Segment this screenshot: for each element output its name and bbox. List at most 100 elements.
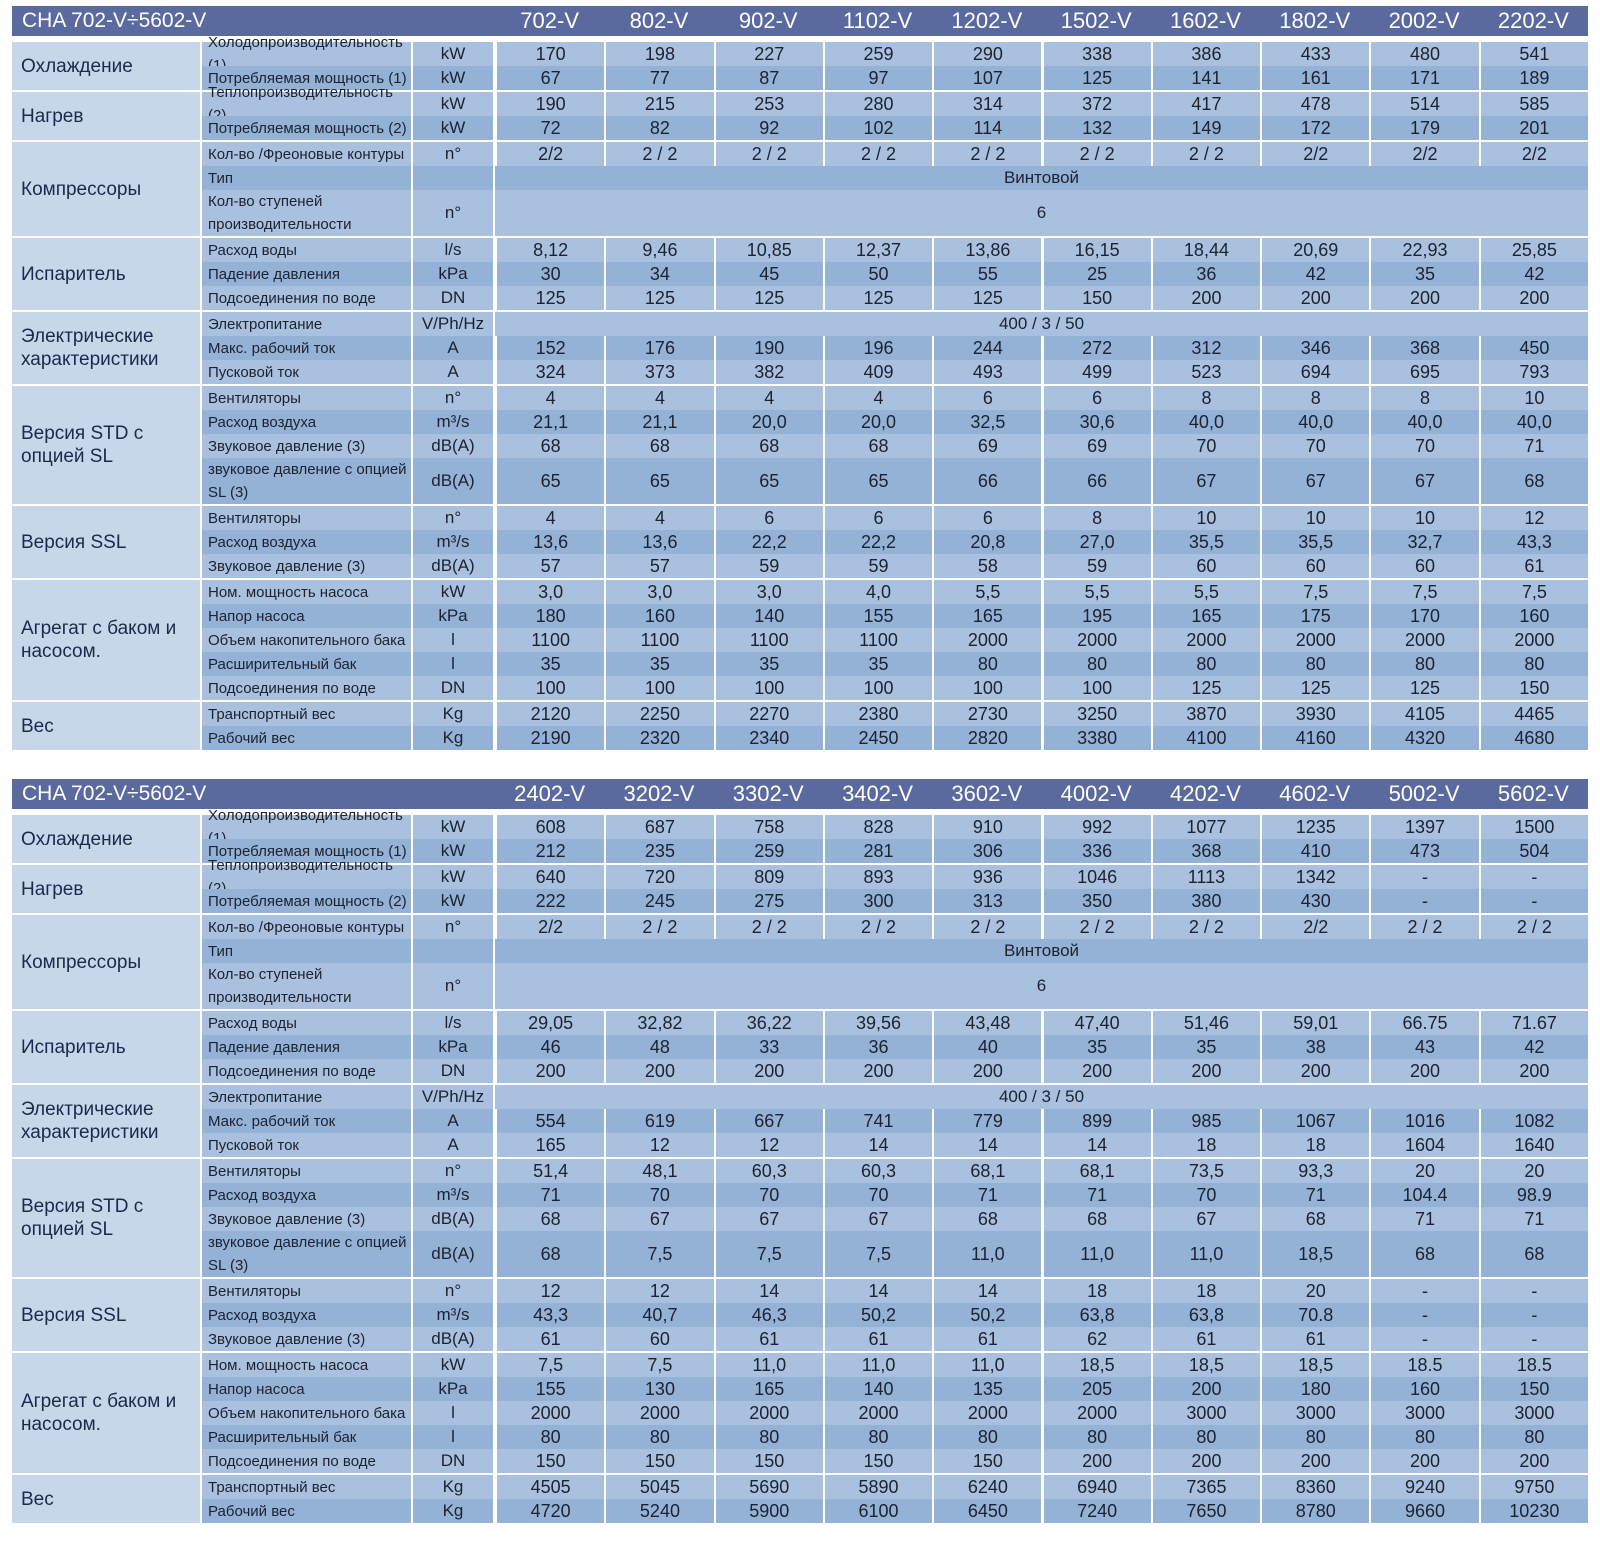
unit-cell: n°: [413, 386, 493, 410]
value-cell: 80: [715, 1425, 823, 1449]
value-cell: 6: [824, 506, 933, 530]
table-row: Рабочий вес Kg 4720 5240 5900 6100 6450 7240 765…: [12, 1499, 1588, 1523]
value-cell: 478: [1262, 92, 1370, 116]
value-cell: 5690: [715, 1475, 823, 1499]
table-row: Объем накопительного бака l 1100 1100 1100 11…: [12, 628, 1588, 652]
value-cell: 13,6: [497, 530, 605, 554]
group-label: Электрические характеристики: [12, 312, 200, 384]
value-cell: 200: [1152, 1377, 1261, 1401]
value-cell: 14: [934, 1279, 1042, 1303]
table-row: Падение давления kPa 30 34 45 50 55 25 36 42 35 42: [12, 262, 1588, 286]
value-cell: 21,1: [497, 410, 605, 434]
value-cell: 2 / 2: [824, 142, 933, 166]
value-cell: 135: [934, 1377, 1042, 1401]
value-cell: 5240: [606, 1499, 714, 1523]
parameter-label: Звуковое давление (3): [202, 1207, 411, 1231]
value-cell: -: [1371, 1279, 1479, 1303]
unit-cell: Kg: [413, 702, 493, 726]
unit-cell: m³/s: [413, 1183, 493, 1207]
value-cell: 2 / 2: [824, 915, 933, 939]
value-cell: 104.4: [1371, 1183, 1479, 1207]
parameter-label: Расход воды: [202, 238, 411, 262]
unit-cell: kPa: [413, 604, 493, 628]
row-group: Холодопроизводительность (1)kW6086877588…: [12, 807, 1588, 865]
value-cell: 2000: [1152, 628, 1261, 652]
value-cell: 60: [1371, 554, 1479, 578]
parameter-label: Электропитание: [202, 312, 411, 336]
value-cell: 70: [824, 1183, 933, 1207]
value-cell: 165: [1152, 604, 1261, 628]
value-cell: 68: [497, 434, 605, 458]
group-label: Вес: [12, 1475, 200, 1523]
value-cell: 80: [1262, 1425, 1370, 1449]
table-row: Звуковое давление (3) dB(A) 68 67 67 67 68 68 67…: [12, 1207, 1588, 1231]
value-cell: 450: [1480, 336, 1588, 360]
value-cell: 200: [1152, 286, 1261, 310]
value-cell: 125: [1371, 676, 1479, 700]
value-cell: 125: [1043, 66, 1151, 90]
parameter-label: Звуковое давление (3): [202, 434, 411, 458]
row-group: Расход воды l/s 29,05 32,82 36,22 39,56 43,48 4…: [12, 1011, 1588, 1085]
value-cell: 35: [1043, 1035, 1151, 1059]
group-label: Испаритель: [12, 1011, 200, 1083]
value-cell: 155: [824, 604, 933, 628]
value-cell: 71: [497, 1183, 605, 1207]
value-cell: 7,5: [1371, 580, 1479, 604]
table-row: Расход воздуха m³/s 21,1 21,1 20,0 20,0 32,5 30…: [12, 410, 1588, 434]
value-cell: 290: [934, 42, 1042, 66]
unit-cell: [413, 166, 493, 190]
model-header: 802-V: [629, 8, 689, 33]
value-cell: 40,0: [1480, 410, 1588, 434]
value-cell: 4: [606, 386, 714, 410]
value-cell: 899: [1043, 1109, 1151, 1133]
value-cell: 60,3: [715, 1159, 823, 1183]
value-cell: 2 / 2: [1043, 142, 1151, 166]
model-header: 2202-V: [1497, 8, 1569, 33]
value-cell: 80: [934, 1425, 1042, 1449]
value-cell: 71: [1371, 1207, 1479, 1231]
row-group: Электропитание V/Ph/Hz 400 / 3 / 50 Макс. р…: [12, 1085, 1588, 1159]
table-row: Потребляемая мощность (2) kW 72 82 92 102 114 1…: [12, 116, 1588, 140]
value-cell: 809: [715, 865, 823, 889]
value-cell: 125: [1262, 676, 1370, 700]
value-cell: 1077: [1152, 815, 1261, 839]
group-label: Охлаждение: [12, 815, 200, 863]
value-cell: 68: [1043, 1207, 1151, 1231]
value-cell: 14: [1043, 1133, 1151, 1157]
unit-cell: kPa: [413, 1377, 493, 1401]
parameter-label: Теплопроизводительность (2): [202, 857, 411, 897]
value-cell: 66: [1043, 458, 1151, 504]
table-row: Тип Винтовой: [12, 166, 1588, 190]
parameter-label: Тип: [202, 166, 411, 190]
model-header: 3402-V: [842, 781, 914, 806]
value-cell: 150: [1480, 1377, 1588, 1401]
value-cell: 50: [824, 262, 933, 286]
group-label: Версия STD с опцией SL: [12, 1159, 200, 1277]
value-cell: 132: [1043, 116, 1151, 140]
value-cell: 222: [497, 889, 605, 913]
value-cell: 67: [1152, 1207, 1261, 1231]
value-cell: 2 / 2: [715, 915, 823, 939]
value-cell: 6: [934, 386, 1042, 410]
value-cell: 68: [497, 1207, 605, 1231]
model-header: 2402-V: [514, 781, 586, 806]
value-cell: 514: [1371, 92, 1479, 116]
value-cell: 114: [934, 116, 1042, 140]
value-cell: 68: [606, 434, 714, 458]
table-row: Подсоединения по воде DN 100 100 100 100 100 10…: [12, 676, 1588, 700]
value-cell: 25,85: [1480, 238, 1588, 262]
parameter-label: Ном. мощность насоса: [202, 1353, 411, 1377]
unit-cell: l/s: [413, 1011, 493, 1035]
table-row: Расход воды l/s 29,05 32,82 36,22 39,56 43,48 4…: [12, 1011, 1588, 1035]
value-cell: 170: [1371, 604, 1479, 628]
table-row: Макс. рабочий ток A 554 619 667 741 779 899 985 1…: [12, 1109, 1588, 1133]
table-row: Звуковое давление (3) dB(A) 61 60 61 61 61 62 61…: [12, 1327, 1588, 1351]
value-cell: 2000: [606, 1401, 714, 1425]
table-row: Потребляемая мощность (1) kW 67 77 87 97 107 12…: [12, 66, 1588, 90]
value-cell: 1235: [1262, 815, 1370, 839]
unit-cell: n°: [413, 1279, 493, 1303]
value-cell: 314: [934, 92, 1042, 116]
value-cell: 59: [715, 554, 823, 578]
value-cell: -: [1480, 1303, 1588, 1327]
value-cell: 33: [715, 1035, 823, 1059]
